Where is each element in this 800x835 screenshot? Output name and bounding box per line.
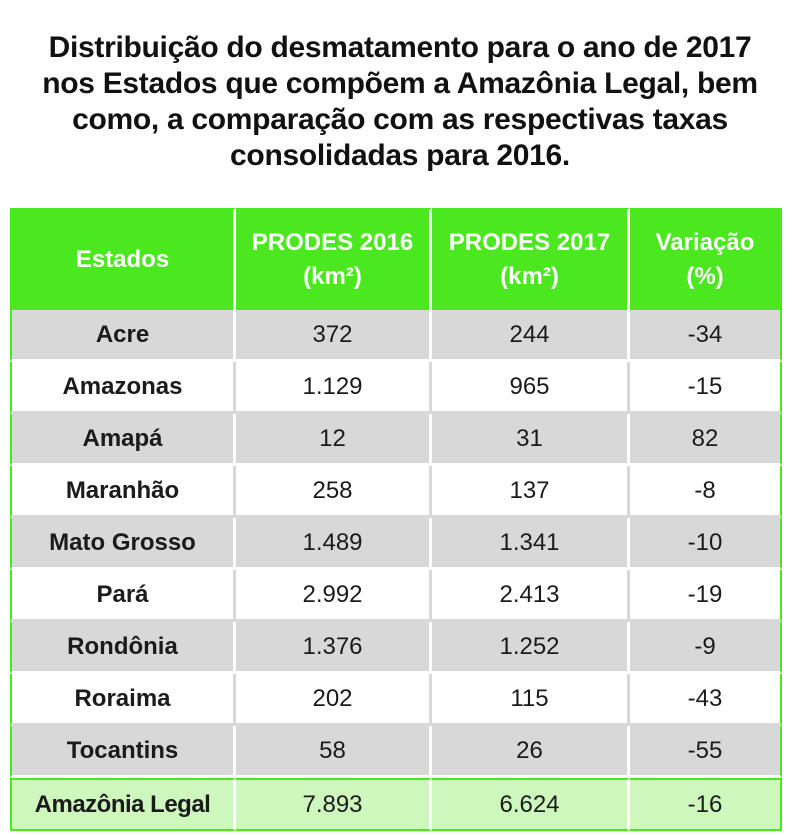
- data-table-container: Estados PRODES 2016 (km²) PRODES 2017 (k…: [10, 208, 782, 831]
- cell-prodes-2017: 26: [432, 726, 630, 778]
- table-row: Maranhão 258 137 -8: [10, 466, 782, 518]
- table-row: Tocantins 58 26 -55: [10, 726, 782, 778]
- data-table: Estados PRODES 2016 (km²) PRODES 2017 (k…: [10, 208, 782, 831]
- column-header-estados: Estados: [10, 208, 236, 310]
- table-row: Pará 2.992 2.413 -19: [10, 570, 782, 622]
- cell-prodes-2017: 115: [432, 674, 630, 726]
- cell-prodes-2016: 58: [236, 726, 432, 778]
- table-row: Rondônia 1.376 1.252 -9: [10, 622, 782, 674]
- cell-variacao: -19: [630, 570, 782, 622]
- cell-variacao: -8: [630, 466, 782, 518]
- chart-title: Distribuição do desmatamento para o ano …: [42, 31, 758, 172]
- cell-prodes-2017: 137: [432, 466, 630, 518]
- cell-variacao: -43: [630, 674, 782, 726]
- cell-estado: Amapá: [10, 414, 236, 466]
- cell-estado: Pará: [10, 570, 236, 622]
- table-row: Mato Grosso 1.489 1.341 -10: [10, 518, 782, 570]
- cell-variacao: -55: [630, 726, 782, 778]
- cell-estado: Acre: [10, 310, 236, 362]
- table-total-row: Amazônia Legal 7.893 6.624 -16: [10, 778, 782, 831]
- cell-prodes-2017: 1.252: [432, 622, 630, 674]
- cell-prodes-2016: 2.992: [236, 570, 432, 622]
- cell-estado: Roraima: [10, 674, 236, 726]
- cell-prodes-2017: 965: [432, 362, 630, 414]
- cell-estado: Amazônia Legal: [10, 778, 236, 831]
- cell-prodes-2016: 12: [236, 414, 432, 466]
- cell-prodes-2017: 1.341: [432, 518, 630, 570]
- cell-prodes-2017: 31: [432, 414, 630, 466]
- cell-variacao: -16: [630, 778, 782, 831]
- cell-prodes-2016: 1.489: [236, 518, 432, 570]
- cell-estado: Amazonas: [10, 362, 236, 414]
- table-row: Acre 372 244 -34: [10, 310, 782, 362]
- column-header-prodes-2017: PRODES 2017 (km²): [432, 208, 630, 310]
- cell-variacao: 82: [630, 414, 782, 466]
- cell-prodes-2017: 244: [432, 310, 630, 362]
- cell-prodes-2016: 372: [236, 310, 432, 362]
- cell-prodes-2017: 2.413: [432, 570, 630, 622]
- cell-prodes-2016: 1.376: [236, 622, 432, 674]
- cell-prodes-2016: 258: [236, 466, 432, 518]
- cell-variacao: -9: [630, 622, 782, 674]
- cell-prodes-2016: 7.893: [236, 778, 432, 831]
- cell-estado: Maranhão: [10, 466, 236, 518]
- table-body: Acre 372 244 -34 Amazonas 1.129 965 -15 Amapá 12 3…: [10, 310, 782, 831]
- column-header-prodes-2016: PRODES 2016 (km²): [236, 208, 432, 310]
- cell-variacao: -34: [630, 310, 782, 362]
- cell-prodes-2017: 6.624: [432, 778, 630, 831]
- cell-estado: Rondônia: [10, 622, 236, 674]
- cell-estado: Mato Grosso: [10, 518, 236, 570]
- column-header-variacao: Variação (%): [630, 208, 782, 310]
- cell-prodes-2016: 1.129: [236, 362, 432, 414]
- cell-prodes-2016: 202: [236, 674, 432, 726]
- cell-variacao: -15: [630, 362, 782, 414]
- table-row: Amazonas 1.129 965 -15: [10, 362, 782, 414]
- table-row: Roraima 202 115 -43: [10, 674, 782, 726]
- cell-variacao: -10: [630, 518, 782, 570]
- cell-estado: Tocantins: [10, 726, 236, 778]
- table-row: Amapá 12 31 82: [10, 414, 782, 466]
- table-header-row: Estados PRODES 2016 (km²) PRODES 2017 (k…: [10, 208, 782, 310]
